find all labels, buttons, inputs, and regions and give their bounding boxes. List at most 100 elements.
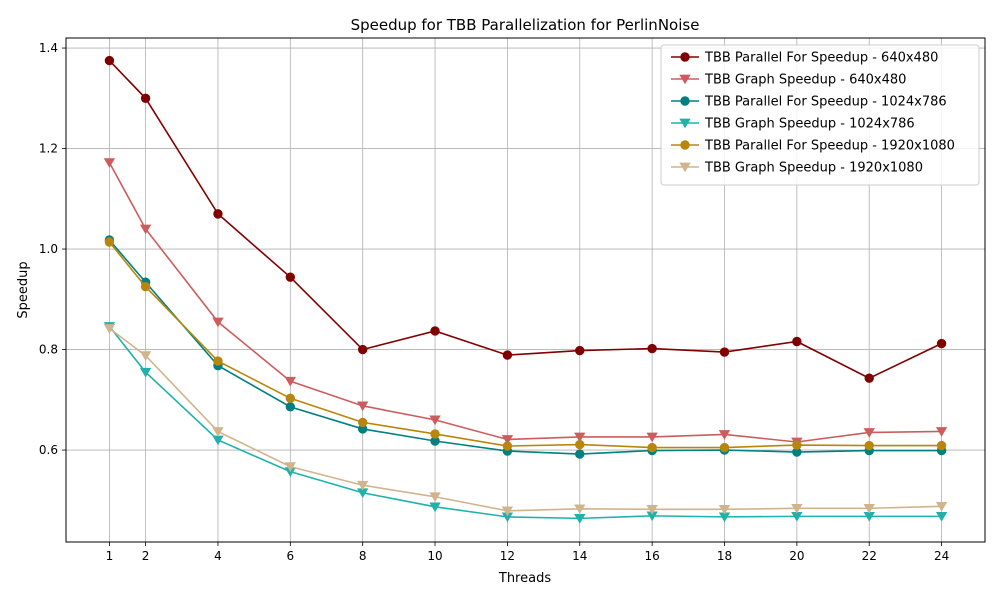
data-point	[935, 427, 948, 437]
x-tick-label: 12	[500, 549, 515, 563]
data-point	[357, 480, 369, 491]
x-tick-label: 8	[359, 549, 367, 563]
legend-marker	[679, 162, 691, 173]
legend-item: TBB Parallel For Speedup - 1920x1080	[671, 139, 955, 154]
series-4	[103, 322, 948, 524]
legend-item: TBB Graph Speedup - 1920x1080	[671, 161, 923, 176]
data-point	[429, 502, 441, 513]
x-axis-ticks: 1 2 4 6 8 10 12 14 16 18 20 22 24	[106, 542, 949, 563]
series-line	[108, 241, 942, 449]
data-point	[647, 343, 657, 354]
data-point	[501, 435, 514, 445]
x-tick-label: 20	[789, 549, 804, 563]
data-point	[574, 504, 586, 515]
data-point	[646, 432, 658, 443]
legend-label: TBB Parallel For Speedup - 1920x1080	[704, 139, 955, 154]
series-lines	[103, 55, 948, 524]
data-point	[357, 417, 368, 428]
data-point	[212, 427, 224, 437]
x-tick-label: 10	[427, 549, 442, 563]
legend-marker	[680, 96, 690, 106]
data-point	[103, 158, 116, 168]
y-axis-label: Speedup	[16, 261, 31, 318]
x-tick-label: 24	[934, 549, 949, 563]
legend-marker	[679, 118, 691, 129]
series-6	[103, 324, 948, 517]
legend-label: TBB Parallel For Speedup - 1024x786	[704, 95, 947, 110]
legend-item: TBB Graph Speedup - 640x480	[671, 73, 906, 88]
y-tick-label: 0.8	[39, 343, 58, 357]
data-point	[936, 440, 947, 451]
data-point	[284, 462, 296, 472]
legend-box	[660, 44, 980, 186]
data-point	[719, 347, 730, 357]
data-point	[212, 317, 224, 328]
data-point	[574, 432, 586, 443]
data-point	[502, 350, 513, 360]
series-1	[104, 55, 947, 383]
plot-area-frame	[65, 37, 986, 543]
data-point	[104, 55, 115, 66]
data-point	[646, 504, 658, 515]
x-axis-label: Threads	[498, 571, 551, 586]
data-point	[430, 429, 440, 439]
data-point	[139, 367, 152, 378]
x-tick-label: 16	[644, 549, 659, 563]
legend-label: TBB Graph Speedup - 1024x786	[704, 117, 915, 132]
series-line	[108, 239, 942, 455]
legend-label: TBB Graph Speedup - 1920x1080	[704, 161, 923, 176]
series-5	[104, 237, 947, 453]
legend-label: TBB Graph Speedup - 640x480	[704, 73, 906, 88]
series-line	[108, 327, 942, 512]
data-point	[104, 237, 115, 247]
x-tick-label: 2	[142, 549, 150, 563]
legend-marker	[680, 140, 690, 150]
data-point	[429, 415, 441, 426]
data-point	[864, 373, 874, 383]
y-tick-label: 1.2	[39, 142, 58, 156]
y-tick-label: 1.0	[39, 242, 58, 256]
data-point	[935, 501, 948, 512]
data-point	[502, 441, 513, 451]
data-point	[140, 93, 151, 103]
y-tick-label: 0.6	[39, 443, 58, 457]
data-point	[213, 356, 223, 366]
data-point	[285, 402, 296, 412]
data-point	[429, 492, 441, 503]
data-point	[575, 345, 585, 356]
series-2	[103, 158, 948, 448]
legend-marker	[679, 74, 691, 85]
data-point	[863, 503, 875, 514]
data-point	[139, 224, 152, 235]
y-axis-ticks: 0.6 0.8 1.0 1.2 1.4	[39, 41, 66, 457]
data-point	[575, 439, 585, 450]
data-point	[285, 393, 296, 403]
x-tick-label: 4	[214, 549, 222, 563]
data-point	[357, 401, 369, 412]
data-point	[575, 449, 585, 459]
legend-item: TBB Parallel For Speedup - 640x480	[671, 51, 938, 66]
data-point	[103, 324, 116, 334]
data-point	[140, 282, 151, 292]
x-tick-label: 14	[572, 549, 587, 563]
series-line	[108, 162, 942, 443]
x-tick-label: 1	[106, 549, 114, 563]
data-point	[791, 503, 803, 514]
x-tick-label: 18	[717, 549, 732, 563]
data-point	[139, 351, 152, 361]
data-point	[213, 209, 223, 219]
data-point	[719, 442, 730, 453]
x-tick-label: 22	[862, 549, 877, 563]
legend-label: TBB Parallel For Speedup - 640x480	[704, 51, 938, 66]
data-point	[284, 376, 296, 387]
data-point	[501, 506, 514, 517]
data-point	[574, 514, 586, 524]
series-3	[104, 235, 947, 459]
data-point	[936, 338, 947, 349]
data-point	[718, 430, 731, 440]
data-point	[430, 326, 440, 336]
legend-item: TBB Parallel For Speedup - 1024x786	[671, 95, 947, 110]
data-point	[285, 272, 296, 282]
data-point	[718, 504, 731, 515]
